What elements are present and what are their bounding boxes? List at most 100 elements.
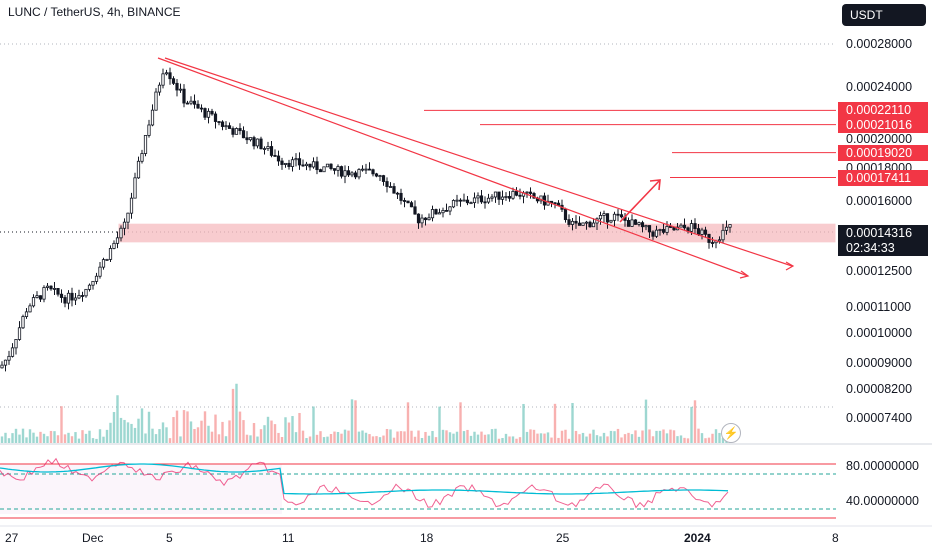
volume-bar bbox=[189, 421, 193, 443]
candle-body bbox=[283, 162, 288, 165]
volume-bar bbox=[308, 436, 312, 443]
candle-body bbox=[497, 191, 501, 200]
volume-bar bbox=[389, 429, 392, 443]
volume-bar bbox=[133, 427, 137, 443]
candle-body bbox=[381, 175, 386, 182]
candle-body bbox=[185, 102, 190, 105]
price-axis-label: 0.00008200 bbox=[846, 382, 913, 397]
volume-bar bbox=[277, 432, 280, 443]
candle-body bbox=[476, 195, 480, 199]
volume-bar bbox=[620, 437, 623, 443]
candle-body bbox=[35, 295, 39, 298]
volume-bar bbox=[88, 430, 91, 443]
volume-bar bbox=[718, 432, 721, 443]
price-level-tag: 0.00022110 bbox=[838, 102, 928, 119]
candle-body bbox=[434, 209, 438, 215]
candle-body bbox=[420, 217, 424, 224]
volume-bar bbox=[424, 431, 427, 443]
volume-bar bbox=[60, 406, 63, 443]
candle-body bbox=[133, 177, 137, 199]
candle-body bbox=[430, 209, 435, 219]
volume-bar bbox=[361, 430, 364, 443]
candle-body bbox=[329, 163, 333, 169]
volume-bar bbox=[322, 437, 326, 443]
candle-body bbox=[0, 364, 4, 369]
candle-body bbox=[507, 196, 512, 199]
price-axis-label: 0.00028000 bbox=[846, 37, 913, 51]
candle-body bbox=[154, 91, 158, 111]
volume-bar bbox=[333, 431, 336, 443]
candle-body bbox=[91, 280, 95, 286]
volume-bar bbox=[623, 434, 627, 443]
candle-body bbox=[52, 288, 57, 290]
candle-body bbox=[357, 169, 361, 178]
volume-bar bbox=[301, 430, 305, 443]
price-axis-label: 0.00007400 bbox=[846, 411, 913, 425]
candle-body bbox=[462, 199, 466, 202]
candle-body bbox=[339, 166, 344, 177]
candle-body bbox=[122, 221, 127, 229]
volume-bar bbox=[294, 432, 298, 443]
volume-bar bbox=[686, 438, 690, 443]
candle-body bbox=[248, 137, 253, 141]
candle-body bbox=[402, 200, 407, 202]
volume-bar bbox=[95, 438, 98, 443]
volume-bar bbox=[378, 437, 382, 443]
current-price-tag: 0.00014316 bbox=[838, 225, 928, 241]
volume-bar bbox=[417, 430, 420, 443]
candle-body bbox=[31, 297, 36, 307]
volume-bar bbox=[410, 430, 413, 443]
volume-bar bbox=[431, 430, 434, 443]
volume-bar bbox=[126, 422, 130, 443]
volume-bar bbox=[109, 422, 112, 443]
candle-body bbox=[469, 202, 473, 205]
candle-body bbox=[203, 108, 207, 118]
volume-bar bbox=[158, 429, 161, 443]
volume-bar bbox=[102, 436, 105, 443]
volume-bar bbox=[168, 438, 172, 443]
candle-body bbox=[598, 215, 603, 220]
candle-body bbox=[616, 213, 620, 216]
volume-bar bbox=[77, 438, 81, 443]
candle-body bbox=[654, 229, 659, 237]
candle-body bbox=[493, 191, 498, 198]
candle-body bbox=[444, 210, 449, 212]
volume-bar bbox=[564, 429, 567, 443]
trendline-upper bbox=[164, 57, 793, 267]
trendline-arrowhead bbox=[739, 270, 750, 279]
candle-body bbox=[182, 88, 186, 104]
volume-bar bbox=[627, 432, 630, 443]
volume-bar bbox=[144, 433, 147, 443]
volume-bar bbox=[462, 431, 466, 443]
currency-button[interactable]: USDT bbox=[842, 4, 926, 26]
candle-body bbox=[301, 164, 305, 167]
volume-bar bbox=[532, 429, 536, 443]
candle-body bbox=[633, 219, 638, 225]
volume-bar bbox=[669, 429, 672, 443]
candle-body bbox=[591, 222, 596, 228]
volume-bar bbox=[245, 434, 249, 443]
volume-bar bbox=[704, 438, 707, 443]
volume-bar bbox=[700, 433, 704, 443]
volume-bar bbox=[186, 411, 189, 443]
price-axis-label: 0.00010000 bbox=[846, 326, 913, 341]
candle-body bbox=[266, 146, 270, 149]
candle-body bbox=[59, 293, 64, 298]
symbol-title: LUNC / TetherUS, 4h, BINANCE bbox=[8, 5, 181, 19]
volume-bar bbox=[56, 435, 60, 443]
time-axis-label: Dec bbox=[82, 531, 104, 545]
volume-bar bbox=[665, 433, 669, 443]
candle-body bbox=[38, 295, 43, 300]
lightning-icon[interactable]: ⚡ bbox=[721, 423, 741, 443]
candle-body bbox=[238, 128, 242, 132]
candle-body bbox=[227, 125, 232, 129]
volume-bar bbox=[483, 434, 487, 443]
volume-bar bbox=[648, 429, 651, 443]
volume-bar bbox=[662, 429, 665, 443]
volume-bar bbox=[81, 430, 84, 443]
candle-body bbox=[7, 355, 11, 361]
volume-bar bbox=[522, 403, 525, 443]
candle-body bbox=[147, 124, 151, 136]
